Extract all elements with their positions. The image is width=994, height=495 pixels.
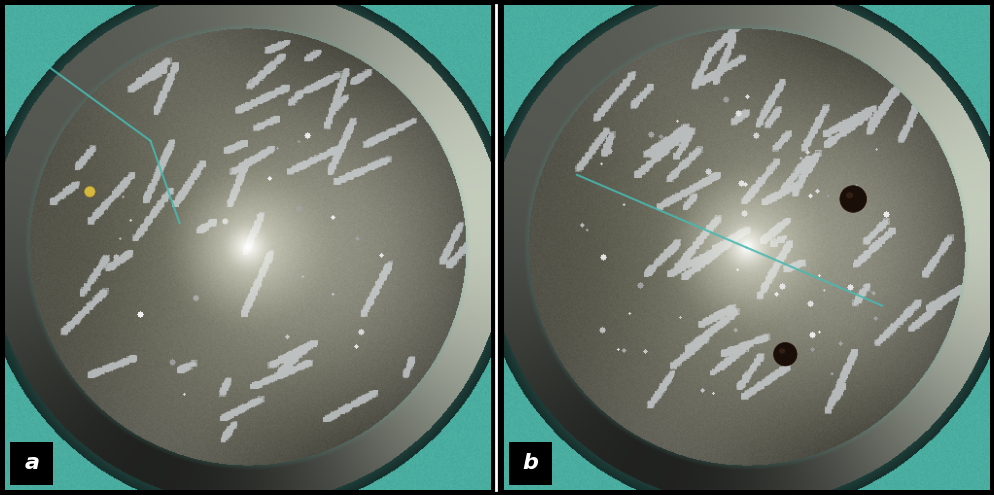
Ellipse shape <box>773 343 797 366</box>
Ellipse shape <box>779 348 785 354</box>
Ellipse shape <box>84 187 95 197</box>
Text: b: b <box>523 453 539 473</box>
FancyBboxPatch shape <box>509 442 553 485</box>
Text: a: a <box>24 453 39 473</box>
Ellipse shape <box>846 193 853 198</box>
Ellipse shape <box>840 186 867 212</box>
FancyBboxPatch shape <box>10 442 54 485</box>
